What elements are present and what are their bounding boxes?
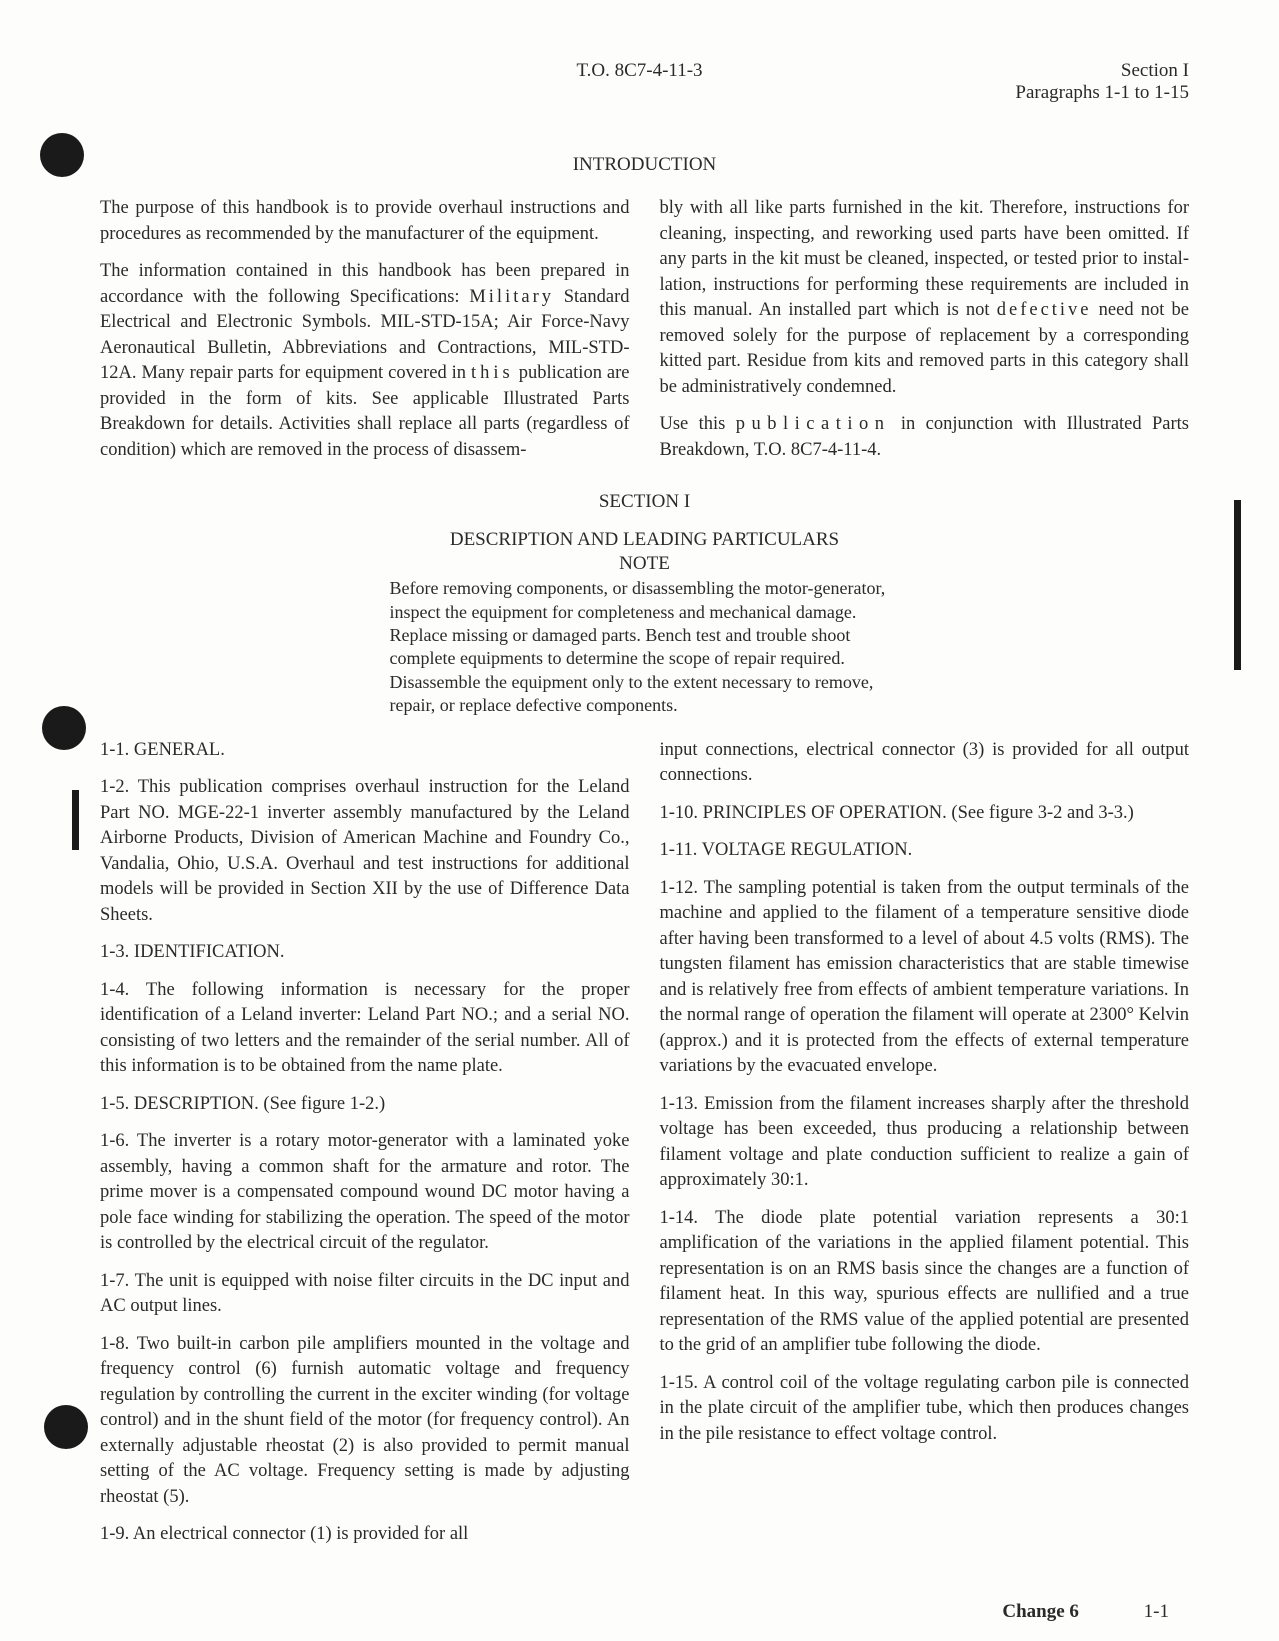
punch-hole-icon [40,133,84,177]
punch-hole-icon [42,706,86,750]
paragraph-1-12: 1-12. The sampling potential is taken fr… [660,876,1190,1080]
intro-right-column: bly with all like parts furnished in the… [660,196,1190,475]
intro-paragraph: bly with all like parts furnished in the… [660,196,1190,400]
page-footer: Change 6 1-1 [1002,1601,1169,1623]
body-left-column: 1-1. GENERAL. 1-2. This publication comp… [100,738,630,1560]
body-right-column: input connections, electrical connector … [660,738,1190,1560]
change-number: Change 6 [1002,1601,1079,1622]
page-number: 1-1 [1144,1601,1169,1622]
document-page: T.O. 8C7-4-11-3 Section I Paragraphs 1-1… [0,0,1279,1641]
section-title: DESCRIPTION AND LEADING PARTICULARS [100,529,1189,551]
heading-1-3: 1-3. IDENTIFICATION. [100,940,630,966]
note-body: Before removing components, or disassemb… [390,577,900,717]
intro-paragraph: The purpose of this handbook is to provi… [100,196,630,247]
paragraph-1-13: 1-13. Emission from the filament increas… [660,1092,1190,1194]
paragraph-1-4: 1-4. The following information is necess… [100,978,630,1080]
intro-left-column: The purpose of this handbook is to provi… [100,196,630,475]
note-label: NOTE [100,553,1189,575]
intro-paragraph: The information contained in this handbo… [100,259,630,463]
introduction-heading: INTRODUCTION [100,154,1189,176]
change-bar [72,790,79,850]
paragraph-1-6: 1-6. The inverter is a rotary motor-gene… [100,1129,630,1257]
change-bar [1234,500,1241,670]
to-number: T.O. 8C7-4-11-3 [576,60,702,82]
introduction-columns: The purpose of this handbook is to provi… [100,196,1189,475]
section-number: SECTION I [100,491,1189,513]
paragraph-continuation: input connections, electrical connector … [660,738,1190,789]
paragraph-1-8: 1-8. Two built-in carbon pile amplifiers… [100,1332,630,1511]
paragraph-1-9: 1-9. An electrical connector (1) is prov… [100,1522,630,1548]
heading-1-1: 1-1. GENERAL. [100,738,630,764]
paragraph-1-15: 1-15. A control coil of the voltage regu… [660,1371,1190,1448]
page-header: T.O. 8C7-4-11-3 Section I Paragraphs 1-1… [100,60,1189,104]
paragraph-1-14: 1-14. The diode plate potential variatio… [660,1206,1190,1359]
heading-1-5: 1-5. DESCRIPTION. (See figure 1-2.) [100,1092,630,1118]
intro-paragraph: Use this publication in conjunction with… [660,412,1190,463]
section-label: Section I [1015,60,1189,82]
body-columns: 1-1. GENERAL. 1-2. This publication comp… [100,738,1189,1560]
paragraphs-range: Paragraphs 1-1 to 1-15 [1015,82,1189,104]
heading-1-11: 1-11. VOLTAGE REGULATION. [660,838,1190,864]
heading-1-10: 1-10. PRINCIPLES OF OPERATION. (See figu… [660,801,1190,827]
paragraph-1-2: 1-2. This publication comprises overhaul… [100,775,630,928]
punch-hole-icon [44,1405,88,1449]
paragraph-1-7: 1-7. The unit is equipped with noise fil… [100,1269,630,1320]
